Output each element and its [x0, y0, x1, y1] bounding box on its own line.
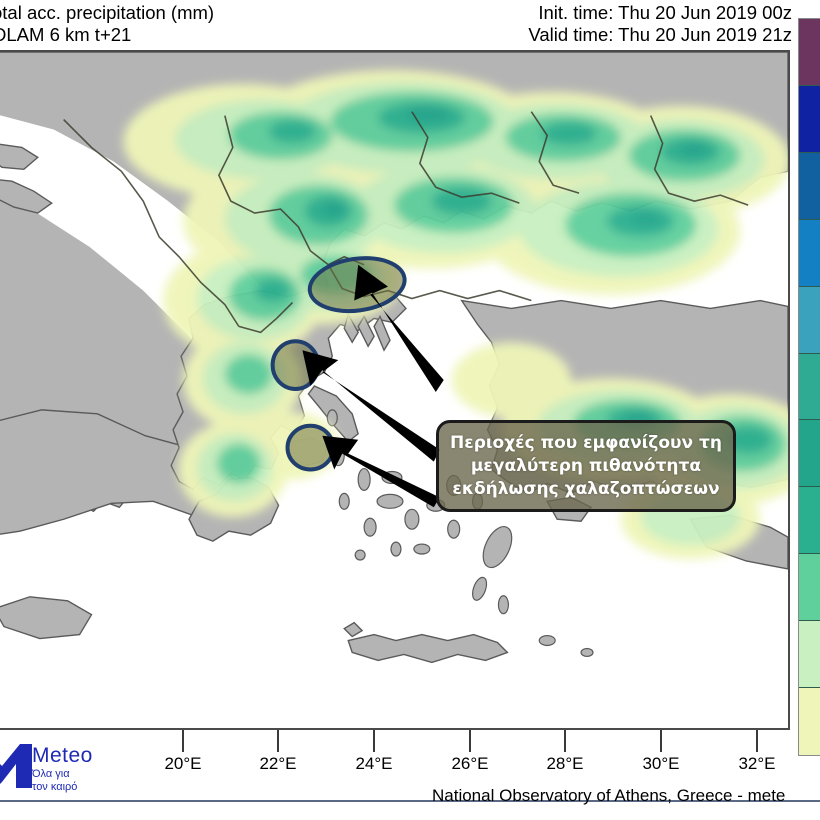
- axis-tick: [564, 730, 566, 752]
- model-subtitle: OLAM 6 km t+21: [0, 24, 132, 45]
- axis-tick: [182, 730, 184, 752]
- product-title: otal acc. precipitation (mm): [0, 2, 215, 23]
- meteo-m-icon: [0, 744, 32, 788]
- italy-landmass: [0, 143, 246, 640]
- axis-label-32e: 32°E: [738, 754, 776, 773]
- axis-label-24e: 24°E: [355, 754, 393, 773]
- axis-tick: [277, 730, 279, 752]
- footer-credit: National Observatory of Athens, Greece -…: [432, 786, 786, 805]
- precipitation-colorbar[interactable]: [798, 18, 820, 756]
- annotation-line-1: Περιοχές που εμφανίζουν τη: [450, 432, 722, 453]
- crete: [343, 621, 509, 664]
- map-graphic: [0, 52, 788, 728]
- axis-tick: [756, 730, 758, 752]
- annotation-text: Περιοχές που εμφανίζουν τη μεγαλύτερη πι…: [440, 432, 732, 501]
- header: otal acc. precipitation (mm) OLAM 6 km t…: [0, 0, 820, 48]
- annotation-arrow-2: [302, 350, 440, 462]
- valid-time: Valid time: Thu 20 Jun 2019 21z: [528, 24, 792, 45]
- axis-tick: [373, 730, 375, 752]
- axis-label-28e: 28°E: [546, 754, 584, 773]
- axis-tick: [660, 730, 662, 752]
- highlight-ellipse-evia-attica: [285, 423, 336, 472]
- header-title-block: otal acc. precipitation (mm) OLAM 6 km t…: [0, 2, 214, 46]
- logo-wordmark: Meteo: [32, 744, 93, 767]
- annotation-line-2: μεγαλύτερη πιθανότητα: [470, 455, 702, 476]
- colorbar-band-4: [799, 219, 820, 287]
- colorbar-band-1: [799, 19, 820, 86]
- axis-label-26e: 26°E: [451, 754, 489, 773]
- colorbar-band-9: [799, 554, 820, 622]
- axis-label-20e: 20°E: [164, 754, 202, 773]
- country-borders: [63, 111, 749, 334]
- footer-divider: [0, 800, 820, 802]
- init-time: Init. time: Thu 20 Jun 2019 00z: [538, 2, 792, 23]
- logo-tagline-line-1: Όλα για: [32, 768, 70, 780]
- annotation-arrow-3: [322, 435, 440, 508]
- logo-tagline: Όλα για τον καιρό: [32, 768, 77, 793]
- map-canvas[interactable]: Περιοχές που εμφανίζουν τη μεγαλύτερη πι…: [0, 52, 788, 728]
- logo-tagline-line-2: τον καιρό: [32, 780, 78, 793]
- colorbar-band-8: [799, 487, 820, 555]
- colorbar-band-11: [799, 688, 820, 755]
- colorbar-band-5: [799, 286, 820, 354]
- axis-tick: [469, 730, 471, 752]
- axis-label-30e: 30°E: [642, 754, 680, 773]
- axis-label-22e: 22°E: [259, 754, 297, 773]
- colorbar-band-6: [799, 353, 820, 421]
- header-time-block: Init. time: Thu 20 Jun 2019 00z Valid ti…: [528, 2, 792, 46]
- annotation-callout[interactable]: Περιοχές που εμφανίζουν τη μεγαλύτερη πι…: [436, 420, 736, 512]
- annotation-arrow-1: [354, 264, 444, 392]
- colorbar-band-3: [799, 152, 820, 220]
- colorbar-band-7: [799, 420, 820, 488]
- meteo-logo[interactable]: Meteo Όλα για τον καιρό: [0, 740, 146, 802]
- annotation-arrow-group: [302, 264, 444, 508]
- map-frame[interactable]: Περιοχές που εμφανίζουν τη μεγαλύτερη πι…: [0, 50, 790, 730]
- colorbar-band-2: [799, 85, 820, 153]
- annotation-line-3: εκδήλωσης χαλαζοπτώσεων: [452, 478, 720, 499]
- longitude-axis: 20°E 22°E 24°E 26°E 28°E 30°E 32°E: [0, 730, 790, 776]
- colorbar-band-10: [799, 621, 820, 689]
